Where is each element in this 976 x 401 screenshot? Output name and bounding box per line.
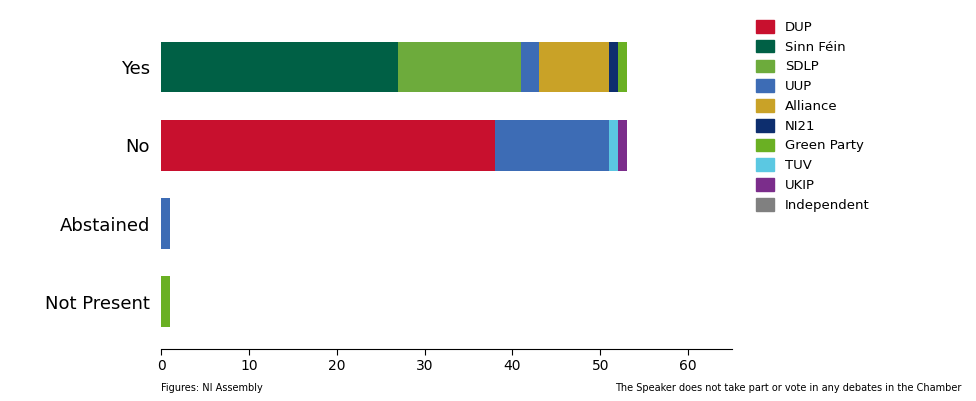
Bar: [161, 120, 495, 171]
Bar: [618, 120, 627, 171]
Bar: [521, 42, 539, 93]
Bar: [161, 276, 170, 327]
Legend: DUP, Sinn Féin, SDLP, UUP, Alliance, NI21, Green Party, TUV, UKIP, Independent: DUP, Sinn Féin, SDLP, UUP, Alliance, NI2…: [755, 20, 870, 212]
Bar: [539, 42, 609, 93]
Bar: [495, 120, 609, 171]
Bar: [609, 120, 618, 171]
Bar: [161, 198, 170, 249]
Bar: [161, 42, 398, 93]
Bar: [618, 42, 627, 93]
Bar: [609, 42, 618, 93]
Bar: [398, 42, 521, 93]
Text: Figures: NI Assembly: Figures: NI Assembly: [161, 383, 263, 393]
Text: The Speaker does not take part or vote in any debates in the Chamber: The Speaker does not take part or vote i…: [615, 383, 961, 393]
